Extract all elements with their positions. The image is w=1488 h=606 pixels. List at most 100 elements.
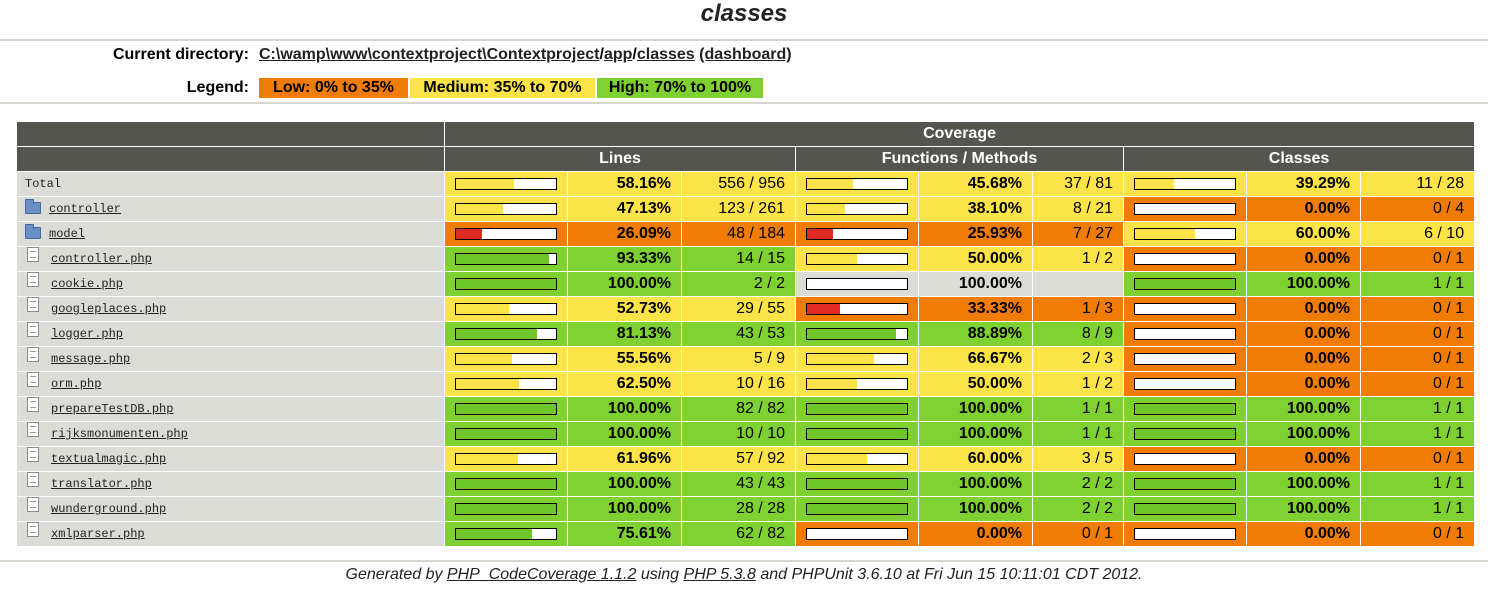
coverage-bar [1134, 228, 1236, 240]
table-row: textualmagic.php 61.96% 57 / 92 60.00% 3 / 5… [16, 446, 1476, 472]
file-icon [27, 322, 39, 337]
coverage-bar-fill [1135, 229, 1195, 239]
funcs-bar-cell [795, 521, 919, 547]
lines-count: 62 / 82 [681, 521, 796, 547]
classes-bar-cell [1123, 371, 1247, 397]
coverage-bar [1134, 353, 1236, 365]
funcs-count: 8 / 9 [1032, 321, 1124, 347]
header-blank [16, 146, 445, 172]
lines-percent: 62.50% [567, 371, 682, 397]
coverage-bar [455, 378, 557, 390]
funcs-count: 0 / 1 [1032, 521, 1124, 547]
funcs-percent: 66.67% [918, 346, 1033, 372]
folder-link[interactable]: model [49, 227, 86, 241]
folder-icon [25, 224, 41, 239]
coverage-bar-fill [807, 229, 833, 239]
file-link[interactable]: googleplaces.php [51, 302, 167, 316]
classes-bar-cell [1123, 246, 1247, 272]
lines-bar-cell [444, 371, 568, 397]
lines-percent: 100.00% [567, 496, 682, 522]
file-link[interactable]: logger.php [51, 327, 124, 341]
classes-bar-cell [1123, 496, 1247, 522]
coverage-table: Coverage Lines Functions / Methods Class… [16, 121, 1476, 547]
total-label: Total [25, 177, 62, 191]
funcs-percent: 100.00% [918, 421, 1033, 447]
funcs-bar-cell [795, 396, 919, 422]
classes-count: 0 / 1 [1359, 321, 1476, 347]
legend-high: High: 70% to 100% [597, 78, 763, 98]
classes-percent: 100.00% [1246, 496, 1361, 522]
coverage-bar-fill [456, 479, 556, 489]
file-link[interactable]: controller.php [51, 252, 152, 266]
bottom-divider [0, 560, 1488, 562]
coverage-bar [806, 478, 908, 490]
functions-methods-header: Functions / Methods [795, 146, 1124, 172]
funcs-percent: 45.68% [918, 171, 1033, 197]
file-link[interactable]: xmlparser.php [51, 527, 145, 541]
file-link[interactable]: message.php [51, 352, 131, 366]
footer-using: using [640, 566, 680, 583]
coverage-bar-fill [807, 454, 867, 464]
coverage-bar [806, 303, 908, 315]
breadcrumb-classes-link[interactable]: classes [636, 46, 695, 63]
breadcrumb-separator: / [599, 46, 604, 63]
php-link[interactable]: PHP 5.3.8 [683, 566, 756, 583]
file-link[interactable]: wunderground.php [51, 502, 167, 516]
name-cell: controller.php [16, 246, 445, 272]
coverage-bar [806, 403, 908, 415]
lines-count: 123 / 261 [681, 196, 796, 222]
coverage-bar [1134, 478, 1236, 490]
coverage-bar-fill [456, 179, 515, 189]
lines-bar-cell [444, 246, 568, 272]
legend-low: Low: 0% to 35% [259, 78, 408, 98]
funcs-bar-cell [795, 321, 919, 347]
classes-count: 1 / 1 [1359, 471, 1476, 497]
lines-count: 43 / 43 [681, 471, 796, 497]
lines-bar-cell [444, 196, 568, 222]
funcs-count: 3 / 5 [1032, 446, 1124, 472]
lines-count: 43 / 53 [681, 321, 796, 347]
table-row: controller.php 93.33% 14 / 15 50.00% 1 / 2 0.… [16, 246, 1476, 272]
lines-percent: 55.56% [567, 346, 682, 372]
coverage-bar-fill [807, 354, 874, 364]
coverage-bar [806, 528, 908, 540]
coverage-bar [1134, 378, 1236, 390]
file-link[interactable]: prepareTestDB.php [51, 402, 174, 416]
name-cell: logger.php [16, 321, 445, 347]
file-link[interactable]: translator.php [51, 477, 152, 491]
funcs-bar-cell [795, 421, 919, 447]
lines-bar-cell [444, 321, 568, 347]
coverage-bar [1134, 403, 1236, 415]
table-row: wunderground.php 100.00% 28 / 28 100.00% 2 /… [16, 496, 1476, 522]
dashboard-link[interactable]: (dashboard) [699, 46, 792, 63]
legend-medium: Medium: 35% to 70% [410, 78, 595, 98]
file-link[interactable]: orm.php [51, 377, 102, 391]
funcs-percent: 88.89% [918, 321, 1033, 347]
table-row: orm.php 62.50% 10 / 16 50.00% 1 / 2 0.00% 0 / … [16, 371, 1476, 397]
funcs-percent: 50.00% [918, 371, 1033, 397]
classes-percent: 0.00% [1246, 521, 1361, 547]
breadcrumb-app-link[interactable]: app [603, 46, 633, 63]
funcs-bar-cell [795, 496, 919, 522]
classes-percent: 0.00% [1246, 446, 1361, 472]
lines-percent: 100.00% [567, 396, 682, 422]
coverage-bar-fill [456, 254, 550, 264]
codecoverage-link[interactable]: PHP_CodeCoverage 1.1.2 [446, 566, 637, 583]
lines-bar-cell [444, 171, 568, 197]
folder-icon [25, 199, 41, 214]
file-link[interactable]: textualmagic.php [51, 452, 167, 466]
file-link[interactable]: rijksmonumenten.php [51, 427, 188, 441]
classes-percent: 0.00% [1246, 246, 1361, 272]
breadcrumb-root-link[interactable]: C:\wamp\www\contextproject\Contextprojec… [259, 46, 600, 63]
classes-count: 0 / 1 [1359, 371, 1476, 397]
file-icon [27, 347, 39, 362]
lines-percent: 61.96% [567, 446, 682, 472]
classes-count: 1 / 1 [1359, 396, 1476, 422]
folder-link[interactable]: controller [49, 202, 122, 216]
coverage-bar [1134, 203, 1236, 215]
coverage-bar-fill [807, 379, 857, 389]
breadcrumb-separator: / [632, 46, 637, 63]
funcs-count: 2 / 2 [1032, 471, 1124, 497]
name-cell: model [16, 221, 445, 247]
file-link[interactable]: cookie.php [51, 277, 124, 291]
